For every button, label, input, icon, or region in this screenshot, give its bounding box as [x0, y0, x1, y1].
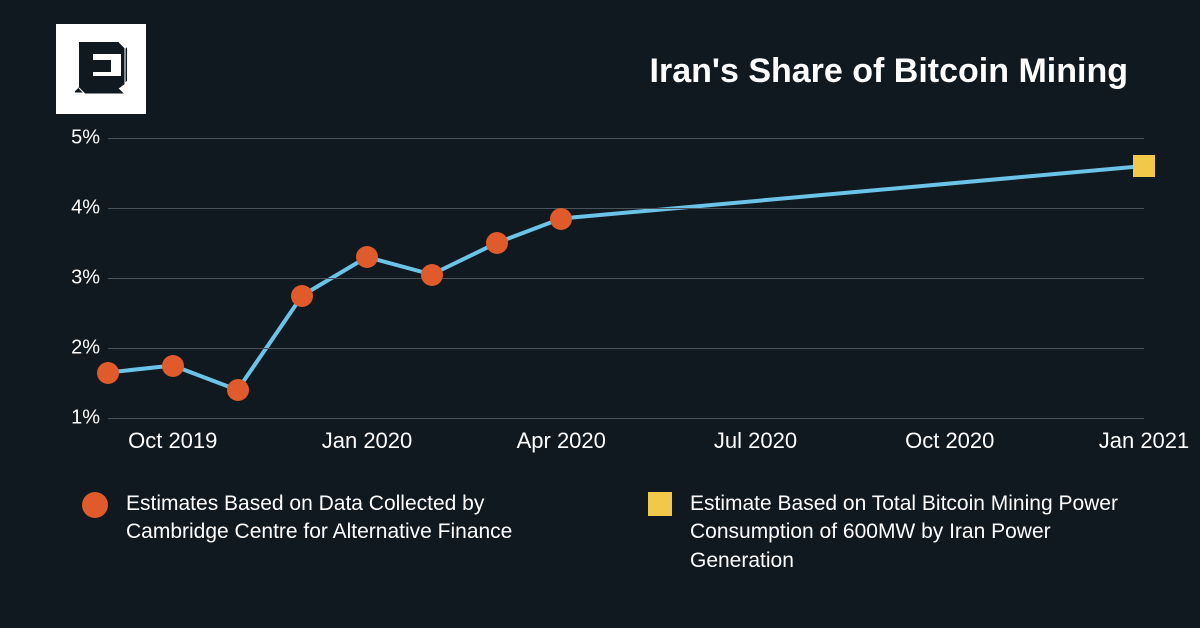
data-point-circle — [421, 264, 443, 286]
legend-item-cambridge: Estimates Based on Data Collected by Cam… — [82, 490, 578, 575]
x-axis-label: Jan 2021 — [1099, 428, 1190, 454]
chart-container: 1%2%3%4%5% Oct 2019Jan 2020Apr 2020Jul 2… — [56, 138, 1144, 458]
logo-e-icon — [75, 40, 127, 98]
y-axis-label: 5% — [56, 127, 100, 150]
brand-logo — [56, 24, 146, 114]
chart-plot — [108, 138, 1144, 418]
x-axis-label: Oct 2019 — [128, 428, 217, 454]
legend-item-iran-power: Estimate Based on Total Bitcoin Mining P… — [648, 490, 1142, 575]
y-axis-label: 2% — [56, 337, 100, 360]
data-point-circle — [486, 232, 508, 254]
data-point-circle — [356, 246, 378, 268]
data-point-circle — [162, 355, 184, 377]
data-point-circle — [291, 285, 313, 307]
data-point-circle — [97, 362, 119, 384]
chart-title: Iran's Share of Bitcoin Mining — [650, 52, 1128, 91]
legend-circle-icon — [82, 492, 108, 518]
data-point-square — [1133, 155, 1155, 177]
x-axis-label: Oct 2020 — [905, 428, 994, 454]
legend: Estimates Based on Data Collected by Cam… — [82, 490, 1142, 575]
x-axis-label: Jul 2020 — [714, 428, 797, 454]
y-axis-label: 1% — [56, 407, 100, 430]
x-axis-label: Jan 2020 — [322, 428, 413, 454]
legend-text-iran-power: Estimate Based on Total Bitcoin Mining P… — [690, 490, 1142, 575]
legend-text-cambridge: Estimates Based on Data Collected by Cam… — [126, 490, 578, 547]
y-axis-label: 3% — [56, 267, 100, 290]
data-point-circle — [227, 379, 249, 401]
data-point-circle — [550, 208, 572, 230]
x-axis-label: Apr 2020 — [517, 428, 606, 454]
legend-square-icon — [648, 492, 672, 516]
y-axis-label: 4% — [56, 197, 100, 220]
